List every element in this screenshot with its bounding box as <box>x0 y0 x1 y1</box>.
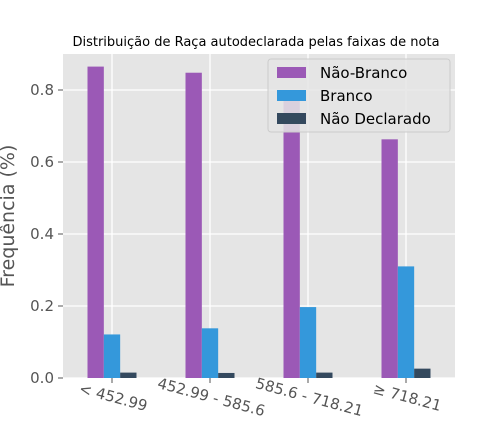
y-tick-label: 0.0 <box>30 369 54 387</box>
bar <box>120 372 137 378</box>
legend-label: Não-Branco <box>320 64 407 82</box>
bar <box>185 72 202 378</box>
bar <box>299 307 317 378</box>
y-tick-label: 0.8 <box>30 81 54 99</box>
bar <box>381 139 398 378</box>
y-tick-label: 0.2 <box>30 297 54 315</box>
y-axis: 0.0 0.2 0.4 0.6 0.8 <box>30 81 63 387</box>
bar <box>414 368 431 378</box>
legend-swatch <box>277 90 306 101</box>
legend: Não-Branco Branco Não Declarado <box>267 58 451 133</box>
legend-box <box>267 58 451 133</box>
y-tick-label: 0.4 <box>30 225 54 243</box>
y-tick-label: 0.6 <box>30 153 54 171</box>
bar <box>397 266 415 378</box>
legend-label: Não Declarado <box>320 110 431 128</box>
bar <box>201 328 219 378</box>
y-axis-label: Frequência (%) <box>0 145 19 288</box>
legend-swatch <box>277 113 306 124</box>
chart-title: Distribuição de Raça autodeclarada pelas… <box>72 35 439 50</box>
bars <box>87 66 431 378</box>
bar <box>316 372 333 378</box>
bar <box>283 94 300 378</box>
legend-label: Branco <box>320 87 373 105</box>
legend-swatch <box>277 67 306 78</box>
bar <box>87 66 104 378</box>
bar <box>103 334 121 378</box>
bar <box>218 372 235 378</box>
